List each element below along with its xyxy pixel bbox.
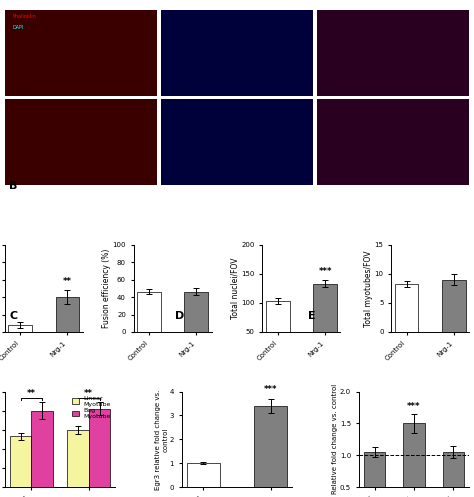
- Text: **: **: [27, 389, 36, 398]
- Bar: [89, 409, 110, 487]
- Y-axis label: Control: Control: [0, 39, 2, 67]
- Y-axis label: Nrg-1: Nrg-1: [0, 131, 2, 153]
- Text: D: D: [175, 311, 185, 321]
- Bar: [184, 292, 208, 332]
- Text: ***: ***: [319, 267, 332, 276]
- Bar: [67, 430, 89, 487]
- Text: DAPI: DAPI: [12, 25, 24, 30]
- Bar: [187, 463, 220, 487]
- Bar: [395, 284, 419, 332]
- Text: ***: ***: [407, 402, 421, 411]
- Bar: [364, 452, 385, 497]
- Bar: [10, 436, 31, 487]
- Text: **: **: [63, 277, 72, 286]
- Bar: [443, 452, 464, 497]
- Y-axis label: Fusion efficiency (%): Fusion efficiency (%): [102, 248, 111, 328]
- Bar: [31, 411, 53, 487]
- Y-axis label: Total myotubes/FOV: Total myotubes/FOV: [364, 250, 373, 327]
- Text: **: **: [84, 389, 93, 398]
- Y-axis label: Control: Control: [0, 39, 2, 67]
- Y-axis label: Relative fold change vs. control: Relative fold change vs. control: [332, 384, 338, 495]
- Text: B: B: [9, 181, 18, 191]
- Text: C: C: [9, 311, 18, 321]
- Y-axis label: Total nuclei/FOV: Total nuclei/FOV: [231, 257, 240, 319]
- Y-axis label: Egr3 relative fold change vs.
control: Egr3 relative fold change vs. control: [155, 389, 168, 490]
- Bar: [266, 301, 290, 361]
- Bar: [313, 284, 337, 361]
- Bar: [8, 325, 32, 332]
- Text: Phalloidin: Phalloidin: [12, 14, 36, 19]
- Bar: [55, 297, 79, 332]
- Bar: [403, 423, 425, 497]
- Text: E: E: [308, 311, 316, 321]
- Bar: [137, 292, 161, 332]
- Legend: Linear
Myotube, Bag
Myotube: Linear Myotube, Bag Myotube: [71, 395, 112, 420]
- Bar: [254, 406, 287, 487]
- Text: ***: ***: [264, 385, 277, 394]
- Bar: [442, 279, 466, 332]
